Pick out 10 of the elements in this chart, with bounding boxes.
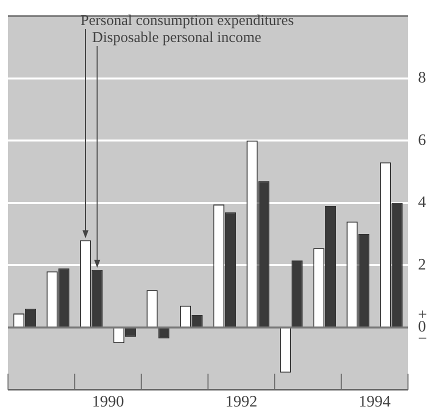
y-tick-label: 6 — [418, 132, 426, 149]
x-tick-label: 1992 — [225, 394, 258, 411]
x-tick-label: 1994 — [358, 394, 391, 411]
text: Disposable personal income — [92, 30, 262, 46]
y-tick-label: 2 — [418, 256, 426, 274]
y-tick-label: 8 — [418, 70, 426, 87]
y-tick-label: 4 — [418, 194, 426, 212]
text: Personal consumption expenditures — [80, 13, 294, 29]
x-tick-label: 1990 — [92, 394, 124, 411]
y-tick-label: + 0 − — [418, 306, 428, 348]
